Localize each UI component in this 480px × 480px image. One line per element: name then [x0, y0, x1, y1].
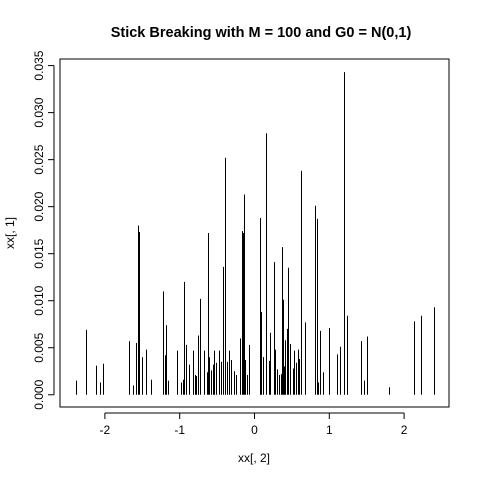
bars-group: [76, 72, 435, 395]
y-tick-label: 0.030: [32, 97, 46, 127]
y-tick-label: 0.025: [32, 144, 46, 174]
y-axis-label: xx[, 1]: [3, 217, 17, 249]
y-axis: 0.000 0.005 0.010 0.015 0.020 0.025 0.030 0.035: [32, 50, 55, 410]
x-tick-label: 2: [401, 423, 408, 437]
plot-frame: [59, 58, 450, 408]
x-tick-label: 1: [326, 423, 333, 437]
x-axis-label: xx[, 2]: [238, 451, 270, 465]
x-axis: -2 -1 0 1 2: [100, 412, 408, 437]
x-tick-label: -2: [100, 423, 111, 437]
x-tick-label: -1: [174, 423, 185, 437]
y-tick-label: 0.035: [32, 50, 46, 80]
y-tick-label: 0.000: [32, 379, 46, 409]
x-tick-label: 0: [251, 423, 258, 437]
y-tick-label: 0.005: [32, 332, 46, 362]
chart-title: Stick Breaking with M = 100 and G0 = N(0…: [111, 25, 412, 41]
y-tick-label: 0.015: [32, 238, 46, 268]
y-tick-label: 0.020: [32, 191, 46, 221]
y-tick-label: 0.010: [32, 285, 46, 315]
